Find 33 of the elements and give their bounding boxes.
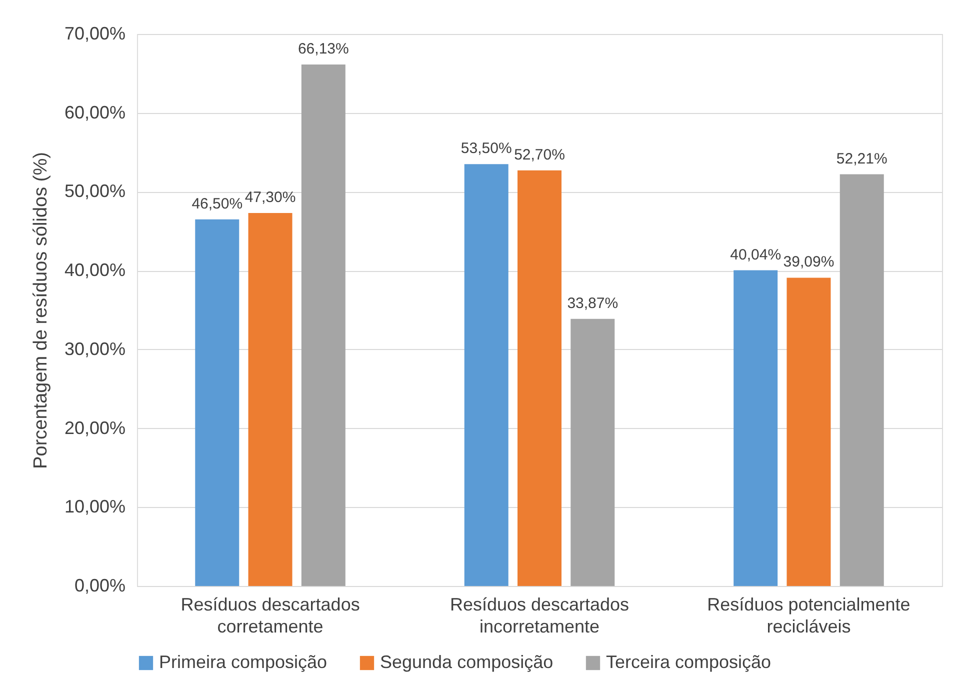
- data-label: 66,13%: [298, 40, 349, 58]
- y-tick-label: 60,00%: [64, 102, 126, 122]
- bar: [195, 219, 240, 586]
- y-tick-label: 20,00%: [64, 418, 126, 438]
- y-tick-label: 30,00%: [64, 338, 126, 359]
- y-tick-label: 0,00%: [74, 576, 126, 596]
- data-label: 33,87%: [567, 294, 618, 312]
- data-label: 40,04%: [730, 246, 782, 264]
- data-label: 46,50%: [192, 195, 243, 212]
- data-label: 39,09%: [783, 254, 834, 271]
- bar: [786, 278, 831, 586]
- bar: [734, 270, 778, 586]
- bar: [518, 170, 562, 586]
- y-axis-title: Porcentagem de resíduos sólidos (%): [30, 152, 52, 469]
- x-tick-label: Resíduos potencialmente recicláveis: [707, 594, 910, 636]
- data-label: 52,21%: [836, 150, 888, 168]
- x-tick-label: Resíduos descartados incorretamente: [450, 594, 630, 636]
- y-tick-label: 10,00%: [64, 496, 126, 517]
- bar: [301, 64, 346, 586]
- data-label: 53,50%: [460, 140, 512, 158]
- y-tick-label: 70,00%: [64, 24, 126, 44]
- y-tick-label: 50,00%: [64, 181, 126, 202]
- bar: [840, 174, 884, 586]
- x-tick-label: Resíduos descartados corretamente: [180, 594, 360, 636]
- y-tick-label: 40,00%: [64, 260, 126, 280]
- data-label: 47,30%: [244, 189, 296, 206]
- bar: [570, 318, 615, 586]
- bar: [464, 164, 508, 586]
- legend-label: Terceira composição: [606, 652, 772, 672]
- legend-label: Primeira composição: [159, 652, 328, 672]
- bar: [248, 213, 292, 586]
- legend-label: Segunda composição: [380, 652, 554, 672]
- data-label: 52,70%: [514, 146, 565, 164]
